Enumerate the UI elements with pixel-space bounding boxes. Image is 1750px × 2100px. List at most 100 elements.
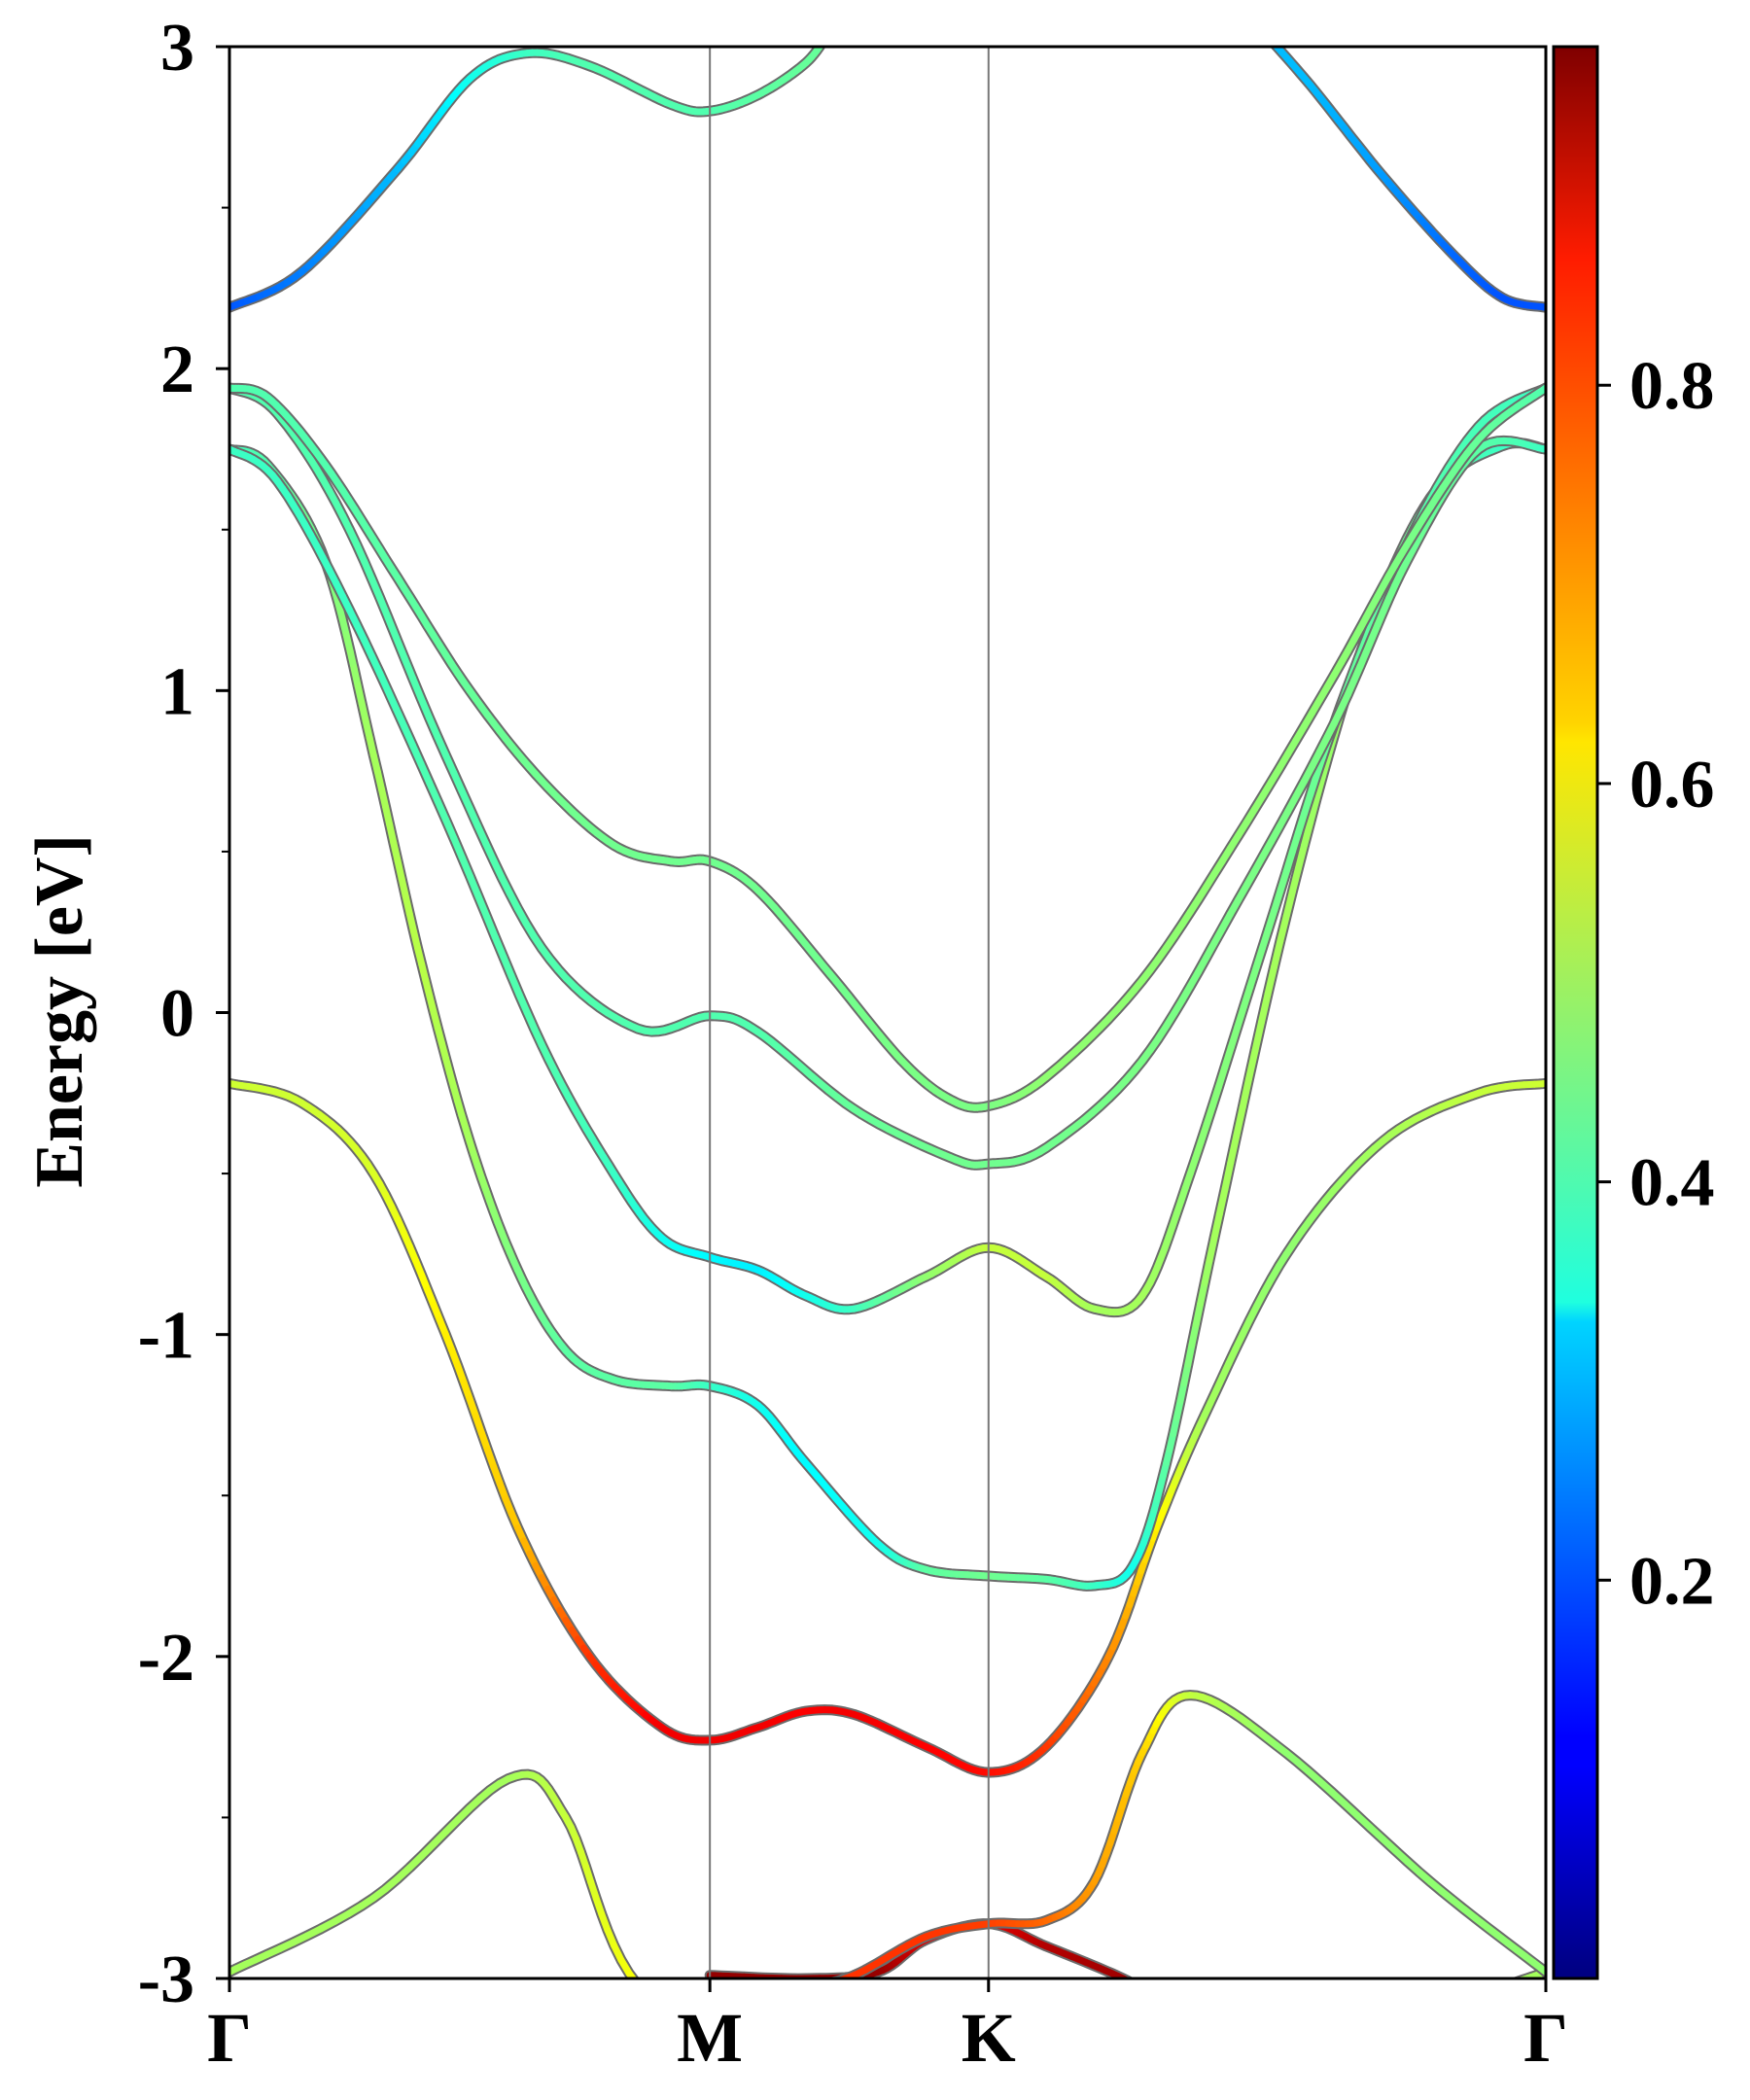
band-segment: [1500, 1984, 1509, 1987]
band-segment: [1221, 1043, 1235, 1071]
band-segment: [1295, 841, 1309, 872]
band-segment: [1141, 1988, 1145, 1991]
band-segment: [1509, 1982, 1516, 1984]
band-segment: [1262, 30, 1264, 33]
band-segment: [1301, 818, 1314, 849]
band-segment: [1239, 2071, 1267, 2075]
band-segment: [647, 1995, 654, 2005]
band-line: [681, 1690, 1546, 1990]
colorbar-tick-label: 0.4: [1629, 1146, 1715, 1221]
band-segment: [1251, 1018, 1265, 1054]
band-segment: [684, 1988, 686, 1989]
band-segment: [1188, 1321, 1200, 1348]
band-segment: [1145, 1991, 1149, 1994]
band-segment: [1197, 1278, 1208, 1308]
band-segment: [828, 1982, 831, 1983]
band-line: [229, 382, 1546, 1318]
band-segment: [1050, 2084, 1093, 2085]
band-segment: [1264, 963, 1278, 998]
band-segment: [824, 1983, 828, 1984]
band-segment: [1165, 2003, 1167, 2004]
band-segment: [1128, 1981, 1133, 1984]
band-segment: [1451, 2000, 1465, 2006]
band-segment: [1288, 864, 1302, 895]
band-line: [229, 1077, 1546, 1778]
band-segment: [1516, 1977, 1525, 1978]
x-tick-label: Γ: [1523, 1999, 1568, 2077]
band-segment: [1465, 1995, 1479, 2000]
band-segment: [450, 834, 466, 861]
y-tick-label: 0: [160, 977, 194, 1052]
colorbar-gradient: [1554, 47, 1597, 1978]
band-segment: [654, 2006, 662, 2015]
band-outline: [1269, 47, 1546, 313]
y-tick-label: 1: [160, 654, 194, 729]
y-tick-label: -1: [138, 1299, 194, 1374]
band-segment: [1239, 1075, 1252, 1111]
band-segment: [1159, 2000, 1162, 2002]
band-segment: [884, 2083, 924, 2085]
band-segment: [1215, 1185, 1229, 1218]
band-segment: [417, 694, 434, 721]
band-segment: [682, 1989, 684, 1990]
band-segment: [1479, 1991, 1490, 1995]
band-segment: [1282, 888, 1296, 920]
band-segment: [1293, 2059, 1317, 2066]
band-segment: [401, 654, 416, 682]
band-segment: [1267, 2066, 1293, 2072]
band-segment: [1265, 33, 1268, 36]
band-segment: [1210, 1210, 1223, 1242]
plot-frame: [228, 45, 1548, 1980]
band-segment: [1245, 1047, 1259, 1083]
y-tick-label: 2: [160, 332, 194, 407]
band-outline: [229, 47, 826, 313]
band-segment: [835, 1981, 838, 1982]
band-segment: [409, 675, 425, 702]
band-segment: [1192, 1300, 1205, 1329]
band-segment: [1227, 1132, 1241, 1167]
high-symmetry-lines: [709, 47, 990, 1978]
y-tick-label: 3: [160, 11, 194, 86]
band-segment: [681, 1989, 682, 1990]
band-line: [229, 382, 1546, 1113]
band-segment: [1317, 2052, 1341, 2059]
band-segment: [1215, 1064, 1229, 1091]
band-segment: [458, 854, 474, 881]
band-segment: [1153, 1996, 1156, 1998]
band-segment: [1221, 1159, 1235, 1193]
band-segment: [1277, 912, 1290, 945]
band-lines: [229, 30, 1546, 2085]
band-segment: [1240, 983, 1254, 1011]
band-line: [229, 1768, 1546, 2085]
band-segment: [1268, 36, 1271, 40]
band-segment: [847, 2082, 884, 2083]
y-axis: 3 2 1 0 -1 -2 -3: [138, 11, 229, 2017]
colorbar-tick-label: 0.6: [1629, 748, 1715, 822]
band-segment: [1382, 2028, 1402, 2036]
band-segment: [1138, 1986, 1142, 1989]
colorbar-frame: [1552, 45, 1599, 1980]
x-tick-label: M: [677, 1999, 743, 2077]
band-segment: [1312, 773, 1326, 803]
band-outline: [229, 1077, 1546, 1778]
band-segment: [744, 2066, 764, 2071]
colorbar-tick-label: 0.2: [1629, 1544, 1715, 1619]
band-segment: [467, 873, 482, 900]
band-segment: [1402, 2020, 1419, 2028]
band-segment: [826, 34, 828, 36]
colorbar-tick-label: 0.8: [1629, 349, 1715, 424]
band-line: [229, 34, 828, 313]
band-segment: [1436, 2006, 1452, 2012]
colorbar-ticks: 0.2 0.4 0.6 0.8: [1597, 349, 1715, 1619]
band-segment: [1206, 1234, 1218, 1264]
band-segment: [1273, 47, 1276, 48]
x-tick-label: Γ: [207, 1999, 252, 2077]
y-axis-label: Energy [eV]: [22, 834, 97, 1188]
band-segment: [1227, 1024, 1242, 1051]
band-segment: [822, 39, 824, 42]
band-segment: [1233, 1103, 1246, 1139]
band-outline: [229, 438, 1546, 1592]
band-segment: [384, 613, 400, 642]
band-segment: [500, 953, 515, 980]
